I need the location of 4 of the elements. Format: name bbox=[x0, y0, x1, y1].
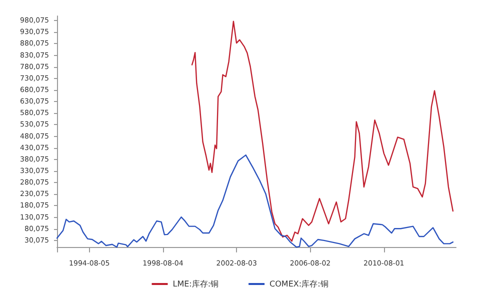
legend-label: COMEX:库存:铜 bbox=[270, 280, 328, 288]
line-series bbox=[191, 20, 454, 242]
line-series bbox=[56, 154, 454, 248]
legend-label: LME:库存:铜 bbox=[172, 280, 219, 288]
